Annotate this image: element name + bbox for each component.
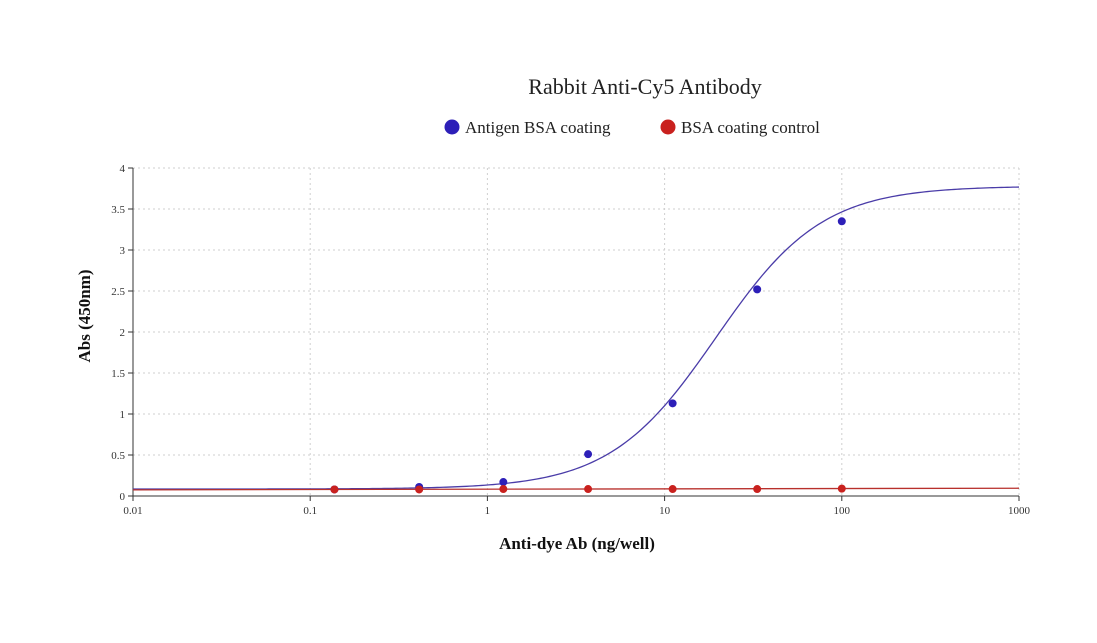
data-point-control: [584, 485, 593, 494]
axes: 0.01 0.1 1 10 100 1000 0 0.5 1 1.5 2 2.5 3 3.5 4: [111, 163, 1030, 517]
data-points: [330, 217, 846, 494]
x-tick-label: 0.1: [303, 505, 317, 517]
y-tick-label: 4: [120, 163, 126, 175]
y-tick-label: 3: [120, 245, 126, 257]
data-point-antigen: [837, 217, 846, 226]
x-tick-label: 0.01: [123, 505, 142, 517]
data-point-control: [415, 485, 424, 494]
y-tick-label: 0.5: [111, 450, 125, 462]
y-tick-label: 1: [120, 409, 126, 421]
y-tick-label: 2.5: [111, 286, 125, 298]
x-tick-label: 1: [485, 505, 491, 517]
legend-item-antigen[interactable]: Antigen BSA coating: [444, 118, 611, 137]
data-point-antigen: [668, 399, 677, 408]
legend-label-antigen: Antigen BSA coating: [465, 118, 611, 137]
fit-curve-control: [132, 487, 1020, 491]
legend-label-control: BSA coating control: [681, 118, 820, 137]
data-point-control: [499, 485, 508, 494]
data-point-antigen: [584, 450, 593, 459]
data-point-control: [330, 485, 339, 494]
x-axis-label: Anti-dye Ab (ng/well): [499, 534, 655, 553]
data-point-control: [753, 485, 762, 494]
fit-curve-antigen: [133, 186, 1020, 490]
legend-item-control[interactable]: BSA coating control: [660, 118, 821, 137]
data-point-control: [837, 484, 846, 493]
y-axis-label: Abs (450nm): [75, 269, 94, 362]
x-tick-label: 1000: [1008, 505, 1031, 517]
legend: Antigen BSA coating BSA coating control: [444, 118, 821, 137]
data-point-control: [668, 485, 677, 494]
legend-marker-antigen: [444, 119, 460, 135]
x-tick-label: 100: [834, 505, 851, 517]
data-point-antigen: [753, 285, 762, 294]
y-tick-label: 2: [120, 327, 126, 339]
chart-title: Rabbit Anti-Cy5 Antibody: [528, 74, 761, 99]
y-tick-label: 1.5: [111, 368, 125, 380]
fit-curves: [132, 186, 1020, 491]
y-tick-label: 0: [120, 491, 126, 503]
y-tick-label: 3.5: [111, 204, 125, 216]
legend-marker-control: [660, 119, 676, 135]
x-tick-label: 10: [659, 505, 671, 517]
grid: [133, 167, 1020, 496]
data-point-antigen: [499, 478, 508, 487]
